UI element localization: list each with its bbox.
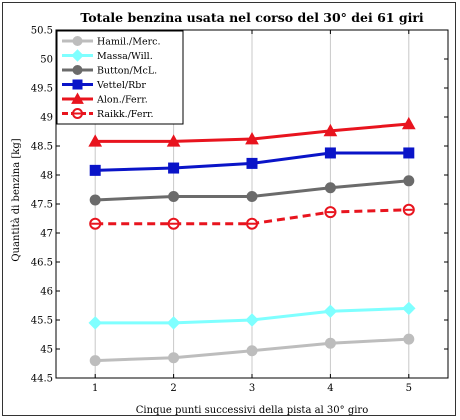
data-point-triangle bbox=[166, 134, 181, 147]
y-tick-label: 47.5 bbox=[31, 200, 53, 211]
y-tick-label: 47 bbox=[40, 229, 53, 240]
y-tick-label: 44.5 bbox=[31, 374, 53, 385]
data-point-square bbox=[72, 79, 83, 90]
data-point-circle bbox=[89, 194, 101, 206]
data-point-circle bbox=[246, 345, 258, 357]
chart-title: Totale benzina usata nel corso del 30° d… bbox=[80, 10, 424, 25]
data-point-circle bbox=[168, 190, 180, 202]
x-tick-label: 1 bbox=[92, 383, 98, 394]
data-point-triangle bbox=[401, 116, 416, 130]
data-point-square bbox=[89, 164, 101, 176]
y-tick-label: 45 bbox=[40, 345, 53, 356]
y-tick-label: 48 bbox=[40, 171, 53, 182]
data-point-diamond bbox=[166, 316, 181, 330]
data-point-circle bbox=[403, 175, 415, 187]
legend: Hamil./Merc. Massa/Will. Button/McL. Vettel… bbox=[56, 30, 184, 125]
data-point-square bbox=[403, 147, 415, 159]
data-point-circle bbox=[403, 333, 415, 345]
series-layer bbox=[88, 116, 416, 367]
data-point-square bbox=[168, 162, 180, 174]
legend-entry: Vettel/Rbr bbox=[96, 80, 146, 91]
data-point-triangle bbox=[71, 92, 84, 104]
y-tick-label: 50 bbox=[40, 55, 53, 66]
data-point-circle bbox=[324, 182, 336, 194]
x-axis-label: Cinque punti successivi della pista al 3… bbox=[136, 405, 368, 416]
y-tick-label: 50.5 bbox=[31, 26, 53, 37]
data-point-circle bbox=[324, 337, 336, 349]
x-tick-label: 3 bbox=[249, 383, 255, 394]
y-tick-label: 46 bbox=[40, 287, 53, 298]
tick-layer: 1 2 3 4 544.54545.54646.54747.54848.54949.55… bbox=[31, 26, 448, 394]
y-tick-label: 48.5 bbox=[31, 142, 53, 153]
legend-entry: Button/McL. bbox=[97, 66, 157, 77]
legend-entry: Alon./Ferr. bbox=[96, 95, 148, 106]
data-point-circle bbox=[72, 65, 83, 75]
x-tick-label: 4 bbox=[327, 383, 333, 394]
data-point-diamond bbox=[245, 313, 259, 327]
data-point-triangle bbox=[245, 132, 259, 145]
legend-entry: Massa/Will. bbox=[97, 51, 153, 62]
x-tick-label: 5 bbox=[406, 383, 412, 394]
data-point-diamond bbox=[88, 316, 102, 330]
data-point-triangle bbox=[88, 134, 103, 147]
series-3 bbox=[89, 147, 415, 176]
y-tick-label: 45.5 bbox=[31, 316, 53, 327]
legend-entry: Raikk./Ferr. bbox=[97, 109, 154, 120]
y-axis-label: Quantità di benzina [kg] bbox=[11, 138, 22, 261]
data-point-square bbox=[324, 147, 336, 159]
data-point-diamond bbox=[323, 304, 338, 319]
data-point-diamond bbox=[402, 301, 416, 316]
data-point-triangle bbox=[323, 123, 338, 137]
legend-entry: Hamil./Merc. bbox=[97, 37, 161, 48]
y-tick-label: 46.5 bbox=[31, 258, 53, 269]
data-point-circle bbox=[246, 190, 258, 202]
series-2 bbox=[89, 175, 415, 206]
x-tick-label: 2 bbox=[170, 383, 176, 394]
data-point-diamond bbox=[71, 49, 84, 62]
series-0 bbox=[89, 333, 415, 367]
data-point-circle bbox=[168, 352, 180, 364]
data-point-circle bbox=[89, 355, 101, 367]
y-tick-label: 49 bbox=[40, 113, 53, 124]
series-1 bbox=[88, 301, 416, 330]
data-point-square bbox=[246, 157, 258, 169]
data-point-circle bbox=[72, 36, 83, 46]
y-tick-label: 49.5 bbox=[31, 84, 53, 95]
series-5 bbox=[89, 203, 415, 230]
series-4 bbox=[88, 116, 416, 147]
